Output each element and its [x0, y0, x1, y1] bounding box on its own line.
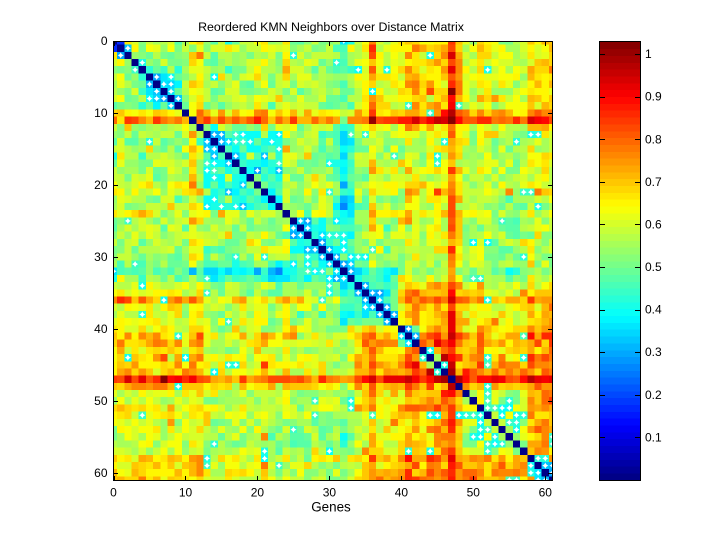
svg-text:Reordered KMN Neighbors over D: Reordered KMN Neighbors over Distance Ma…	[198, 20, 465, 34]
svg-text:50: 50	[467, 486, 481, 500]
svg-text:40: 40	[94, 322, 108, 336]
svg-text:20: 20	[94, 178, 108, 192]
svg-text:30: 30	[94, 250, 108, 264]
svg-text:60: 60	[94, 466, 108, 480]
svg-text:Genes: Genes	[311, 500, 351, 515]
svg-text:40: 40	[395, 486, 409, 500]
svg-text:0.2: 0.2	[645, 388, 662, 402]
svg-text:0.1: 0.1	[645, 430, 662, 444]
svg-text:50: 50	[94, 394, 108, 408]
svg-text:0.7: 0.7	[645, 175, 662, 189]
svg-text:20: 20	[251, 486, 265, 500]
svg-text:1: 1	[645, 47, 652, 61]
svg-text:0: 0	[101, 34, 108, 48]
svg-text:60: 60	[539, 486, 553, 500]
svg-text:0.6: 0.6	[645, 218, 662, 232]
svg-text:0.4: 0.4	[645, 303, 662, 317]
svg-text:0.8: 0.8	[645, 132, 662, 146]
svg-text:0.5: 0.5	[645, 260, 662, 274]
svg-text:0.9: 0.9	[645, 90, 662, 104]
svg-text:10: 10	[94, 106, 108, 120]
svg-text:30: 30	[323, 486, 337, 500]
svg-text:0: 0	[110, 486, 117, 500]
svg-text:10: 10	[179, 486, 193, 500]
svg-text:0.3: 0.3	[645, 345, 662, 359]
